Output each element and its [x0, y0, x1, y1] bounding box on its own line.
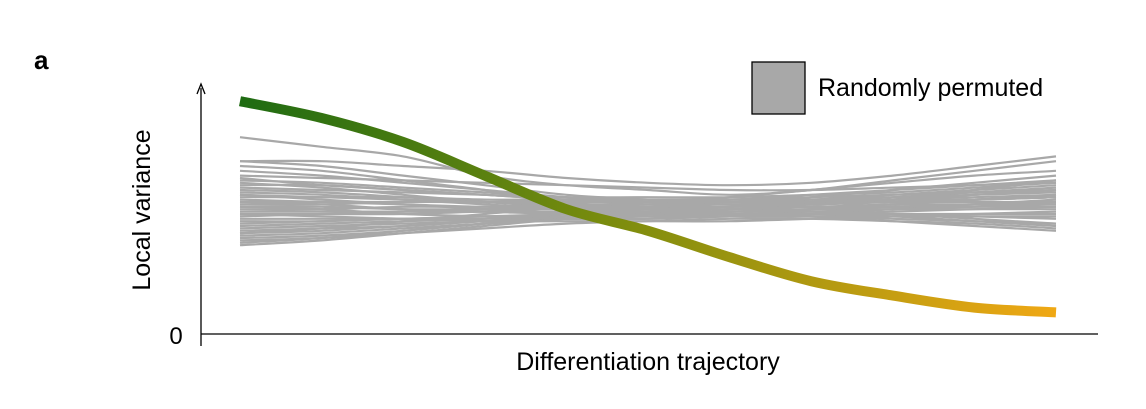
observed-series-line: [238, 96, 1057, 318]
y-axis-label: Local variance: [128, 129, 156, 290]
y-tick-label-zero: 0: [169, 323, 182, 350]
permuted-line-40: [239, 169, 1057, 235]
permuted-line-6: [239, 174, 1057, 192]
y-axis-arrow-icon: [196, 82, 206, 95]
x-axis-label: Differentiation trajectory: [516, 348, 780, 376]
panel-label: a: [34, 45, 49, 75]
permuted-line-11: [239, 181, 1057, 199]
permuted-line-39: [239, 210, 1057, 247]
legend: Randomly permuted: [751, 61, 1043, 115]
permuted-line-23: [239, 196, 1057, 211]
legend-swatch-permuted: [751, 61, 806, 115]
permuted-series-group: [239, 136, 1057, 247]
permuted-line-1: [239, 136, 1057, 196]
legend-label-permuted: Randomly permuted: [818, 74, 1043, 102]
permuted-line-2: [239, 155, 1057, 187]
